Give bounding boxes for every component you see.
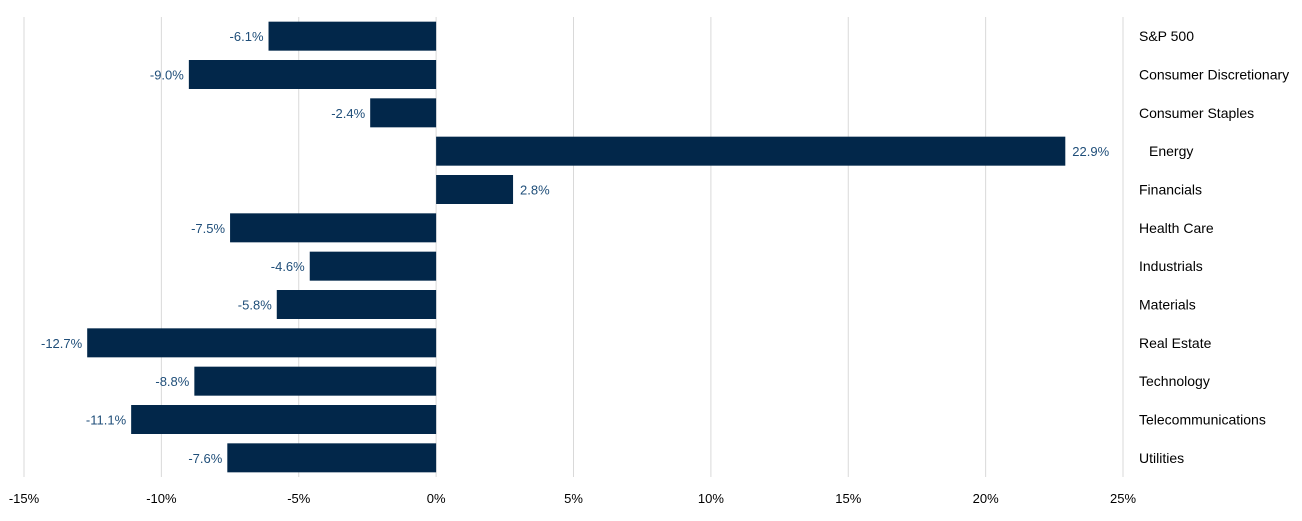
category-label: Technology — [1139, 373, 1210, 389]
data-label: -7.6% — [188, 451, 222, 466]
x-tick-label: 0% — [427, 491, 446, 506]
data-label: 2.8% — [520, 183, 550, 198]
x-axis-ticks: -15% -10% -5% 0% 5% 10% 15% 20% 25% — [9, 491, 1137, 506]
bar — [227, 443, 437, 473]
category-label: Telecommunications — [1139, 412, 1266, 428]
category-label: Materials — [1139, 297, 1196, 313]
x-tick-label: 25% — [1110, 491, 1136, 506]
category-label: Health Care — [1139, 220, 1214, 236]
bar — [188, 60, 437, 89]
category-label: Energy — [1149, 143, 1193, 159]
category-label: Industrials — [1139, 258, 1203, 274]
bar — [194, 366, 437, 396]
bars — [87, 21, 1066, 473]
data-label: -8.8% — [155, 374, 189, 389]
data-label: -11.1% — [86, 413, 127, 428]
data-label: -7.5% — [191, 221, 225, 236]
data-label: 22.9% — [1072, 144, 1109, 159]
bar — [276, 290, 437, 319]
bar — [436, 136, 1066, 166]
bar — [268, 21, 437, 51]
bar — [131, 405, 437, 434]
data-labels: -6.1% -9.0% -2.4% 22.9% 2.8% -7.5% -4.6% -5.8% -… — [41, 29, 1110, 466]
x-tick-label: -10% — [146, 491, 177, 506]
gridlines — [23, 17, 1124, 477]
data-label: -12.7% — [41, 336, 83, 351]
x-tick-label: 15% — [835, 491, 861, 506]
bar — [309, 251, 437, 281]
category-label: Real Estate — [1139, 335, 1212, 351]
bar — [436, 175, 514, 204]
data-label: -5.8% — [238, 298, 272, 313]
x-tick-label: 20% — [973, 491, 999, 506]
category-labels: S&P 500 Consumer Discretionary Consumer St… — [1139, 28, 1289, 466]
data-label: -4.6% — [271, 259, 305, 274]
x-tick-label: -15% — [9, 491, 40, 506]
data-label: -9.0% — [150, 68, 184, 83]
data-label: -6.1% — [230, 29, 264, 44]
category-label: S&P 500 — [1139, 28, 1194, 44]
bar — [230, 213, 437, 243]
category-label: Consumer Staples — [1139, 105, 1254, 121]
data-label: -2.4% — [331, 106, 365, 121]
x-tick-label: 5% — [564, 491, 583, 506]
category-label: Financials — [1139, 182, 1202, 198]
bar — [87, 328, 437, 358]
category-label: Utilities — [1139, 450, 1184, 466]
bar — [370, 98, 437, 128]
x-tick-label: 10% — [698, 491, 724, 506]
x-tick-label: -5% — [287, 491, 311, 506]
category-label: Consumer Discretionary — [1139, 67, 1289, 83]
